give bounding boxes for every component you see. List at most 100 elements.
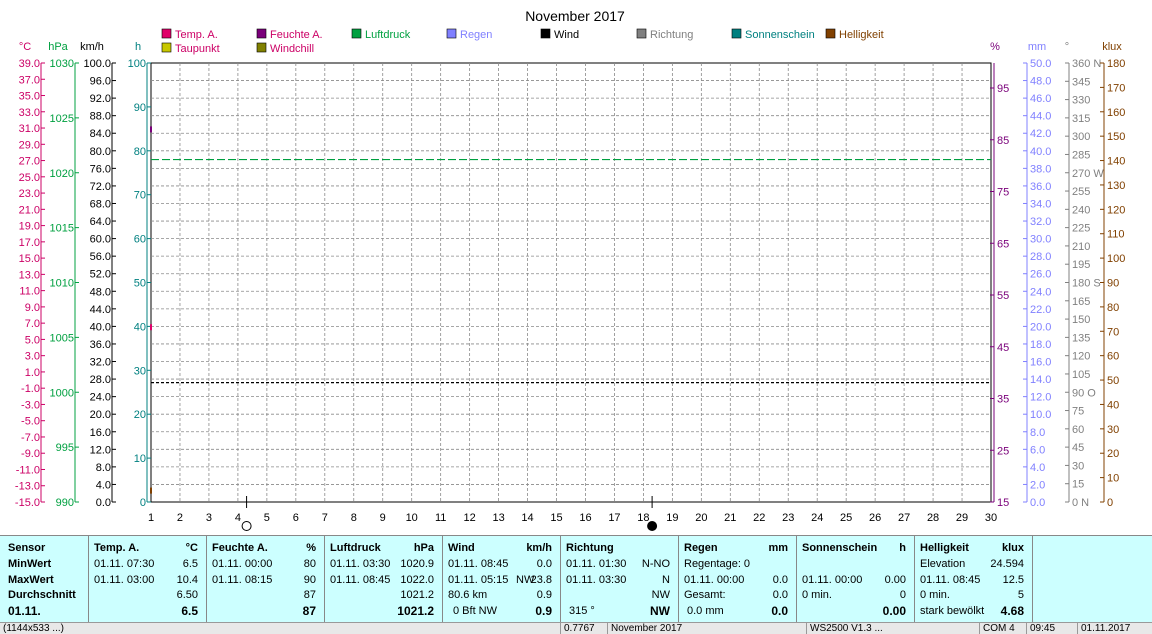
sunshine-max: 0.00 (884, 574, 906, 586)
x-tick-label: 21 (724, 512, 736, 524)
right-axis-tick-label: 18.0 (1030, 339, 1051, 351)
x-tick-label: 4 (235, 512, 241, 524)
left-axis-tick-label: 12.0 (90, 444, 111, 456)
wind-min-time: 01.11. 08:45 (448, 558, 509, 570)
right-axis-tick-label: 150 (1072, 314, 1090, 326)
right-axis-tick-label: 240 (1072, 204, 1090, 216)
legend-swatch (446, 28, 457, 39)
brightness-minutes-label: 0 min. (920, 589, 950, 601)
left-axis-tick-label: 39.0 (19, 58, 40, 70)
left-axis-tick-label: 25.0 (19, 172, 40, 184)
left-axis-tick-label: 23.0 (19, 188, 40, 200)
wind-unit: km/h (526, 542, 552, 554)
sunshine-unit: h (899, 542, 906, 554)
legend-entry: Temp. A. (175, 29, 218, 41)
left-axis-tick-label: 1025 (50, 113, 74, 125)
x-axis: 1 2 3 4 5 6 7 8 9 10 11 12 13 14 15 16 17 18 19 20 21 22 23 24 2… (148, 512, 997, 524)
right-axis-tick-label: 46.0 (1030, 93, 1051, 105)
right-axis-tick-label: 150 (1107, 131, 1125, 143)
x-tick-label: 22 (753, 512, 765, 524)
x-tick-label: 10 (406, 512, 418, 524)
left-axis-tick-label: 10 (134, 453, 146, 465)
right-axis-tick-label: 65 (997, 238, 1009, 250)
left-axis-tick-label: 16.0 (90, 427, 111, 439)
right-axis-tick-label: 80 (1107, 302, 1119, 314)
direction-avg: NW (651, 589, 670, 601)
left-axis-tick-label: 0 (140, 497, 146, 509)
right-axis-tick-label: 16.0 (1030, 357, 1051, 369)
chart-series (150, 126, 991, 494)
status-device: WS2500 V1.3 ... (806, 623, 982, 634)
left-axis-tick-label: 76.0 (90, 163, 111, 175)
legend-swatch (731, 28, 742, 39)
right-axis-tick-label: 40 (1107, 399, 1119, 411)
right-axis-tick-label: 285 (1072, 149, 1090, 161)
x-tick-label: 30 (985, 512, 997, 524)
wind-panel: Wind km/h 01.11. 08:45 0.0 01.11. 05:15 … (443, 536, 561, 623)
legend-entry: Luftdruck (365, 29, 411, 41)
right-axis-tick-label: 40.0 (1030, 146, 1051, 158)
statistics-panel: Sensor MinWert MaxWert Durchschnitt 01.1… (0, 535, 1152, 623)
wind-min: 0.0 (536, 558, 552, 570)
temp-unit: °C (185, 542, 198, 554)
right-axis-tick-label: 36.0 (1030, 181, 1051, 193)
status-window-size: (1144x533 ...) (3, 623, 64, 634)
right-axis-tick-label: 70 (1107, 326, 1119, 338)
left-axis-tick-label: 64.0 (90, 216, 111, 228)
left-axis-tick-label: 21.0 (19, 204, 40, 216)
legend-entry: Windchill (270, 43, 314, 55)
legend-swatch (256, 42, 267, 53)
right-axis-tick-label: 6.0 (1030, 444, 1045, 456)
legend-swatch (825, 28, 836, 39)
left-axis-tick-label: 44.0 (90, 304, 111, 316)
x-tick-label: 8 (351, 512, 357, 524)
right-axis-tick-label: 95 (997, 83, 1009, 95)
humidity-current: 87 (302, 604, 316, 618)
moon-full-icon (647, 521, 658, 531)
humidity-max-time: 01.11. 08:15 (212, 574, 273, 586)
right-axis-tick-label: 30 (1107, 424, 1119, 436)
brightness-unit: klux (1001, 542, 1024, 554)
right-axis-tick-label: 44.0 (1030, 111, 1051, 123)
right-axis-tick-label: 22.0 (1030, 304, 1051, 316)
legend-entry: Wind (554, 29, 579, 41)
left-axis-tick-label: 3.0 (25, 351, 40, 363)
status-port: COM 4 (979, 623, 1029, 634)
right-axis-tick-label: 135 (1072, 332, 1090, 344)
direction-panel: Richtung 01.11. 01:30 N-NO 01.11. 03:30 … (561, 536, 679, 623)
left-axis-tick-label: 60 (134, 234, 146, 246)
x-tick-label: 25 (840, 512, 852, 524)
status-value: 0.7767 (560, 623, 610, 634)
right-axis-tick-label: 225 (1072, 223, 1090, 235)
x-tick-label: 28 (927, 512, 939, 524)
x-tick-label: 9 (380, 512, 386, 524)
x-tick-label: 17 (608, 512, 620, 524)
right-axis-tick-label: 75 (997, 187, 1009, 199)
direction-min: N-NO (641, 558, 670, 570)
right-axis-tick-label: 110 (1107, 229, 1125, 241)
right-axis-tick-label: 10.0 (1030, 409, 1051, 421)
right-axis-tick-label: 14.0 (1030, 374, 1051, 386)
left-axis-tick-label: 36.0 (90, 339, 111, 351)
left-axis-tick-label: -9.0 (21, 448, 40, 460)
temp-max-time: 01.11. 03:00 (94, 574, 155, 586)
right-axis-tick-label: 180 S (1072, 278, 1101, 290)
right-axis-tick-label: 2.0 (1030, 479, 1045, 491)
left-axis-tick-label: 70 (134, 190, 146, 202)
direction-max: N (662, 574, 670, 586)
right-axis-tick-label: 165 (1072, 296, 1090, 308)
left-axis-tick-label: 60.0 (90, 234, 111, 246)
row-label-max: MaxWert (8, 574, 54, 586)
left-axis-tick-label: 27.0 (19, 156, 40, 168)
legend-swatch (351, 28, 362, 39)
axis-unit: ° (1065, 41, 1069, 53)
right-axis-tick-label: 90 (1107, 278, 1119, 290)
brightness-max: 12.5 (1002, 574, 1024, 586)
left-axis-tick-label: 990 (56, 497, 74, 509)
x-tick-label: 12 (463, 512, 475, 524)
axis-unit: °C (19, 41, 31, 53)
pressure-min: 1020.9 (400, 558, 434, 570)
humidity-min: 80 (303, 558, 316, 570)
x-tick-label: 7 (322, 512, 328, 524)
left-axis-tick-label: 1000 (50, 387, 74, 399)
